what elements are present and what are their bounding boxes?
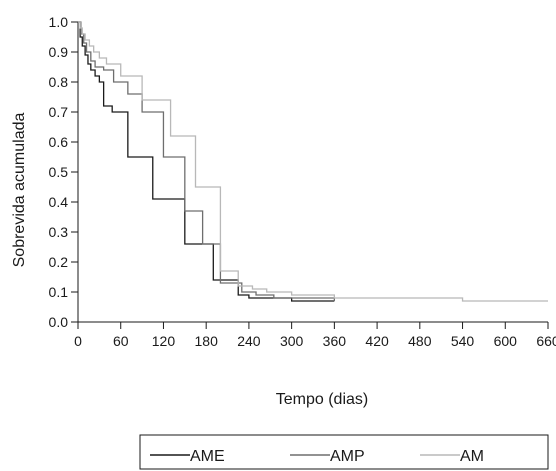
x-tick-label: 480	[408, 333, 432, 349]
x-tick-label: 360	[323, 333, 347, 349]
y-tick-label: 0.3	[49, 224, 69, 240]
x-tick-label: 60	[113, 333, 129, 349]
legend-box	[139, 434, 549, 470]
y-tick-label: 0.4	[49, 194, 69, 210]
legend-label-amp: AMP	[330, 448, 365, 465]
series-line-amp	[78, 21, 336, 301]
y-tick-label: 0.9	[49, 44, 69, 60]
x-tick-label: 540	[451, 333, 475, 349]
x-axis-title: Tempo (dias)	[276, 391, 368, 408]
series-line-am	[78, 21, 548, 302]
x-tick-label: 660	[536, 333, 556, 349]
y-tick-label: 0.7	[49, 104, 69, 120]
series-line-ame	[78, 21, 335, 302]
x-tick-label: 600	[494, 333, 518, 349]
legend-label-ame: AME	[190, 448, 225, 465]
legend: AME AMP AM	[139, 434, 549, 470]
x-tick-label: 120	[152, 333, 176, 349]
x-tick-label: 240	[237, 333, 261, 349]
x-axis: 0 60 120 180 240 300 360 420 480 540 600 660	[74, 321, 556, 349]
y-axis: 0.0 0.1 0.2 0.3 0.4 0.5 0.6 0.7 0.8 0.9 1.0	[49, 14, 79, 330]
x-tick-label: 0	[74, 333, 82, 349]
x-tick-label: 300	[280, 333, 304, 349]
y-tick-label: 0.0	[49, 314, 69, 330]
y-tick-label: 1.0	[49, 14, 69, 30]
x-tick-label: 420	[365, 333, 389, 349]
y-tick-label: 0.2	[49, 254, 69, 270]
y-tick-label: 0.6	[49, 134, 69, 150]
legend-label-am: AM	[460, 448, 484, 465]
y-tick-label: 0.8	[49, 74, 69, 90]
y-tick-label: 0.5	[49, 164, 69, 180]
y-axis-title: Sobrevida acumulada	[11, 113, 28, 268]
series-layer	[78, 21, 548, 302]
x-tick-label: 180	[195, 333, 219, 349]
y-tick-label: 0.1	[49, 284, 69, 300]
